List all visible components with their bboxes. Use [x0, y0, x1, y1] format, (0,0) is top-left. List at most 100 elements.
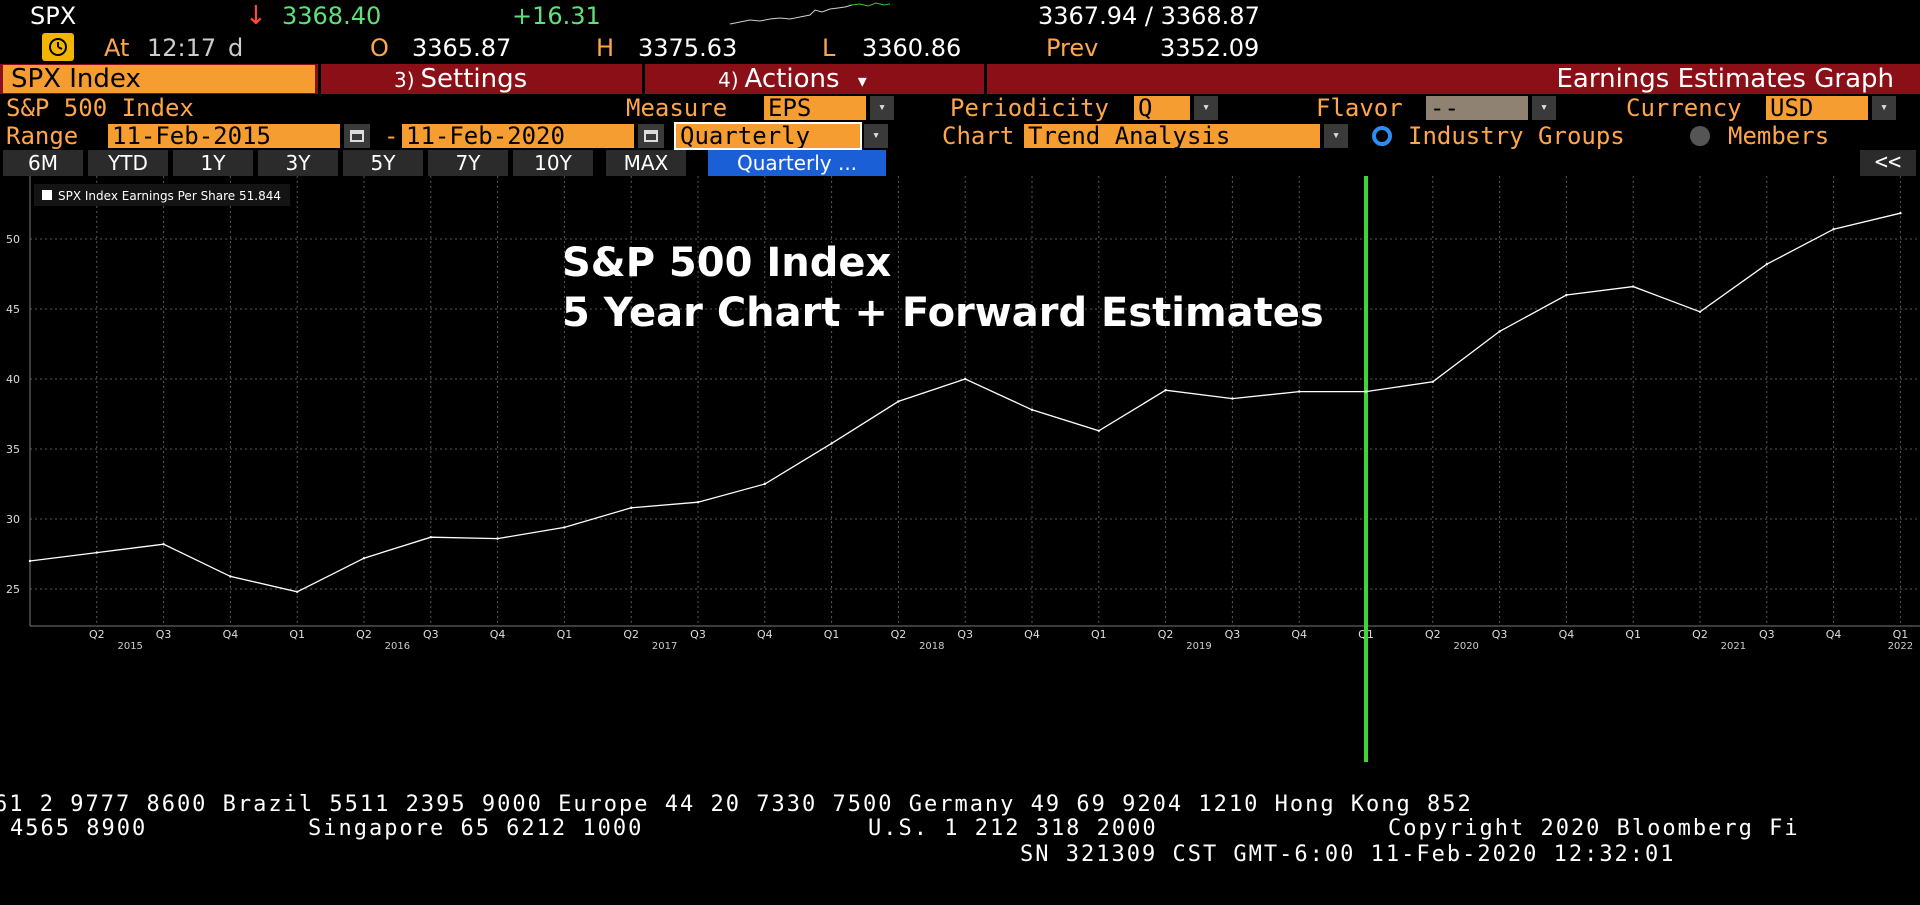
quote-header: SPX ↓ 3368.40 +16.31 3367.94 / 3368.87 A… [0, 0, 1920, 62]
open-label: O [370, 34, 389, 62]
range-button-1y[interactable]: 1Y [173, 150, 253, 176]
flavor-select[interactable]: -- [1426, 96, 1528, 120]
industry-groups-option[interactable]: Industry Groups [1408, 122, 1625, 150]
range-button-5y[interactable]: 5Y [343, 150, 423, 176]
frequency-select[interactable]: Quarterly [674, 122, 862, 150]
x-tick-label: Q2 [1158, 628, 1174, 641]
eps-data-point [897, 400, 900, 403]
eps-data-point [496, 537, 499, 540]
x-tick-label: Q2 [891, 628, 907, 641]
range-label: Range [6, 122, 79, 150]
legend-swatch [42, 190, 52, 200]
menubar-divider [984, 64, 987, 94]
contact-line-2a: 4565 8900 [10, 816, 148, 841]
x-tick-label: Q2 [1425, 628, 1441, 641]
page-title: Earnings Estimates Graph [1556, 64, 1895, 94]
measure-select[interactable]: EPS [764, 96, 866, 120]
flavor-label: Flavor [1316, 94, 1403, 122]
chart-title-line-1: S&P 500 Index [562, 240, 891, 286]
calendar-icon[interactable] [638, 124, 664, 148]
x-tick-label: Q1 [1625, 628, 1641, 641]
eps-data-point [1231, 397, 1234, 400]
contact-line-1: 61 2 9777 8600 Brazil 5511 2395 9000 Eur… [0, 792, 1473, 817]
chevron-down-icon[interactable]: ▾ [864, 124, 888, 148]
periodicity-label: Periodicity [950, 94, 1109, 122]
y-tick-label: 40 [6, 373, 20, 386]
members-option[interactable]: Members [1728, 122, 1830, 150]
legend-label[interactable]: SPX Index Earnings Per Share 51.844 [58, 189, 281, 203]
eps-data-point [95, 551, 99, 554]
currency-select[interactable]: USD [1766, 96, 1868, 120]
periodicity-select[interactable]: Q [1134, 96, 1190, 120]
eps-chart[interactable]: 25 30 35 40 45 50 Q2 Q3 Q4 Q1 Q2 Q3 Q4 Q1 Q2 Q3 Q4 Q1 Q2 Q… [0, 176, 1920, 800]
eps-points [28, 211, 1902, 593]
range-dash: - [384, 122, 399, 150]
x-tick-label: Q3 [690, 628, 706, 641]
x-year-label: 2020 [1453, 641, 1478, 652]
open-value: 3365.87 [412, 34, 512, 62]
security-field[interactable]: SPX Index [3, 65, 315, 93]
range-button-6m[interactable]: 6M [3, 150, 83, 176]
contact-line-2c: U.S. 1 212 318 2000 [868, 816, 1158, 841]
high-value: 3375.63 [638, 34, 738, 62]
eps-data-point [964, 377, 967, 381]
range-end-field[interactable]: 11-Feb-2020 [402, 124, 634, 148]
prev-value: 3352.09 [1160, 34, 1260, 62]
currency-label: Currency [1626, 94, 1742, 122]
x-tick-label: Q4 [1291, 628, 1307, 641]
last-price: 3368.40 [282, 2, 382, 30]
range-button-3y[interactable]: 3Y [258, 150, 338, 176]
range-button-quarterly[interactable]: Quarterly ... [708, 150, 886, 176]
eps-data-point [1431, 380, 1435, 383]
collapse-button[interactable]: << [1860, 150, 1916, 176]
radio-unselected-icon[interactable] [1690, 126, 1710, 146]
settings-menu[interactable]: 3) Settings [394, 64, 527, 94]
down-arrow-icon: ↓ [245, 1, 267, 31]
x-tick-label: Q3 [423, 628, 439, 641]
chart-type-select[interactable]: Trend Analysis [1024, 124, 1320, 148]
range-button-10y[interactable]: 10Y [513, 150, 593, 176]
eps-data-point [1765, 263, 1769, 266]
eps-data-point [763, 482, 766, 486]
eps-data-point [563, 526, 566, 529]
x-tick-label: Q4 [1826, 628, 1842, 641]
range-start-field[interactable]: 11-Feb-2015 [108, 124, 340, 148]
chevron-down-icon[interactable]: ▾ [1532, 96, 1556, 120]
quote-time: 12:17 [147, 34, 217, 62]
delayed-clock-icon[interactable] [42, 33, 74, 61]
function-menubar: SPX Index 3) Settings 4) Actions ▾ Earning… [0, 64, 1920, 94]
calendar-icon[interactable] [344, 124, 370, 148]
actions-menu[interactable]: 4) Actions ▾ [718, 64, 867, 94]
x-tick-label: Q3 [957, 628, 973, 641]
x-tick-label: Q1 [289, 628, 305, 641]
x-tick-label: Q1 [824, 628, 840, 641]
eps-data-point [429, 536, 432, 539]
chevron-down-icon[interactable]: ▾ [1324, 124, 1348, 148]
eps-data-point [1565, 293, 1568, 297]
x-tick-label: Q1 [557, 628, 573, 641]
chevron-down-icon[interactable]: ▾ [1872, 96, 1896, 120]
range-button-ytd[interactable]: YTD [88, 150, 168, 176]
radio-selected-icon[interactable] [1372, 126, 1392, 146]
y-tick-label: 25 [6, 583, 20, 596]
x-tick-label: Q1 [1893, 628, 1909, 641]
x-tick-label: Q2 [623, 628, 639, 641]
x-year-label: 2019 [1186, 641, 1211, 652]
chevron-down-icon: ▾ [857, 71, 867, 92]
chevron-down-icon[interactable]: ▾ [870, 96, 894, 120]
eps-data-point [1164, 389, 1167, 392]
x-tick-label: Q2 [1692, 628, 1708, 641]
x-tick-label: Q4 [1559, 628, 1575, 641]
range-button-7y[interactable]: 7Y [428, 150, 508, 176]
x-tick-label: Q4 [757, 628, 773, 641]
chevron-down-icon[interactable]: ▾ [1194, 96, 1218, 120]
range-button-max[interactable]: MAX [606, 150, 686, 176]
quote-ticker[interactable]: SPX [30, 2, 77, 30]
measure-label: Measure [626, 94, 728, 122]
x-tick-label: Q4 [223, 628, 239, 641]
actions-menu-label: Actions [744, 64, 840, 94]
eps-data-point [1298, 390, 1301, 393]
chart-label: Chart [942, 122, 1015, 150]
x-tick-label: Q1 [1091, 628, 1107, 641]
